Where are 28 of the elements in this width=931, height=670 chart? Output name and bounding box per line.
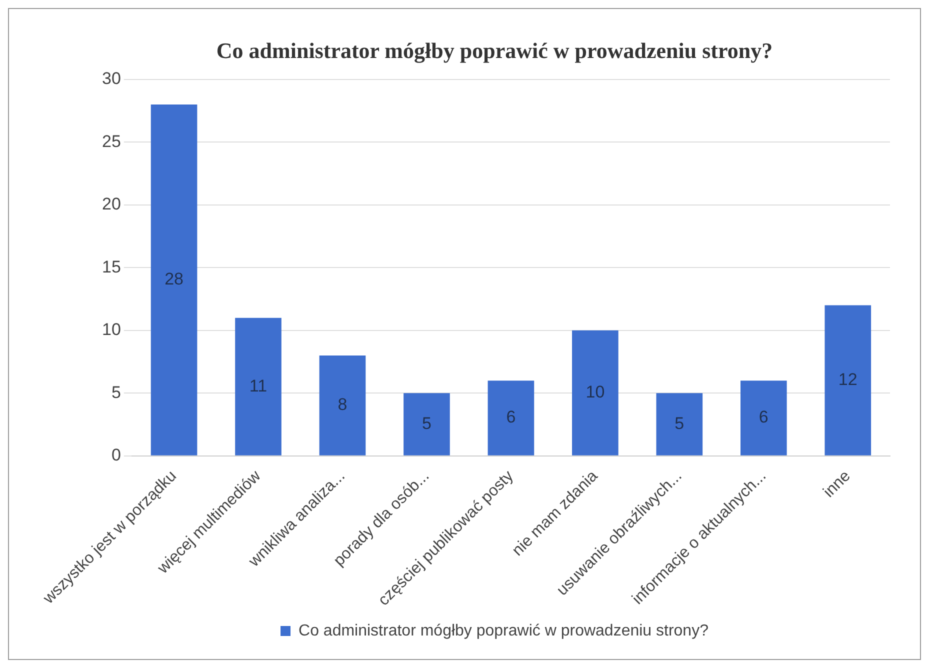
chart-title: Co administrator mógłby poprawić w prowadzeniu strony?: [216, 38, 773, 63]
bar: [740, 380, 787, 456]
data-label: 10: [586, 382, 605, 402]
data-label: 12: [838, 370, 858, 390]
y-tick-label: 10: [102, 320, 121, 340]
bar: [319, 355, 366, 456]
data-label: 5: [422, 414, 432, 433]
data-label: 6: [506, 408, 516, 427]
y-tick-label: 5: [111, 382, 121, 402]
data-label: 11: [249, 376, 268, 396]
data-label: 8: [338, 395, 348, 414]
bar: [656, 393, 703, 456]
y-tick-label: 0: [111, 446, 121, 465]
bar: [235, 318, 282, 456]
bar: [488, 380, 534, 456]
data-label: 5: [674, 414, 684, 433]
legend-label: Co administrator mógłby poprawić w prowadzeniu strony?: [298, 622, 709, 640]
x-tick-label: inne: [820, 468, 854, 502]
bar: [824, 305, 872, 456]
bar: [404, 393, 450, 456]
y-tick-label: 15: [102, 257, 121, 276]
y-tick-label: 20: [102, 194, 121, 214]
bar: [572, 330, 618, 456]
data-label: 6: [758, 408, 768, 427]
bar: [150, 104, 198, 456]
data-label: 28: [164, 270, 184, 289]
y-tick-label: 25: [102, 132, 121, 151]
y-tick-label: 30: [102, 69, 121, 88]
